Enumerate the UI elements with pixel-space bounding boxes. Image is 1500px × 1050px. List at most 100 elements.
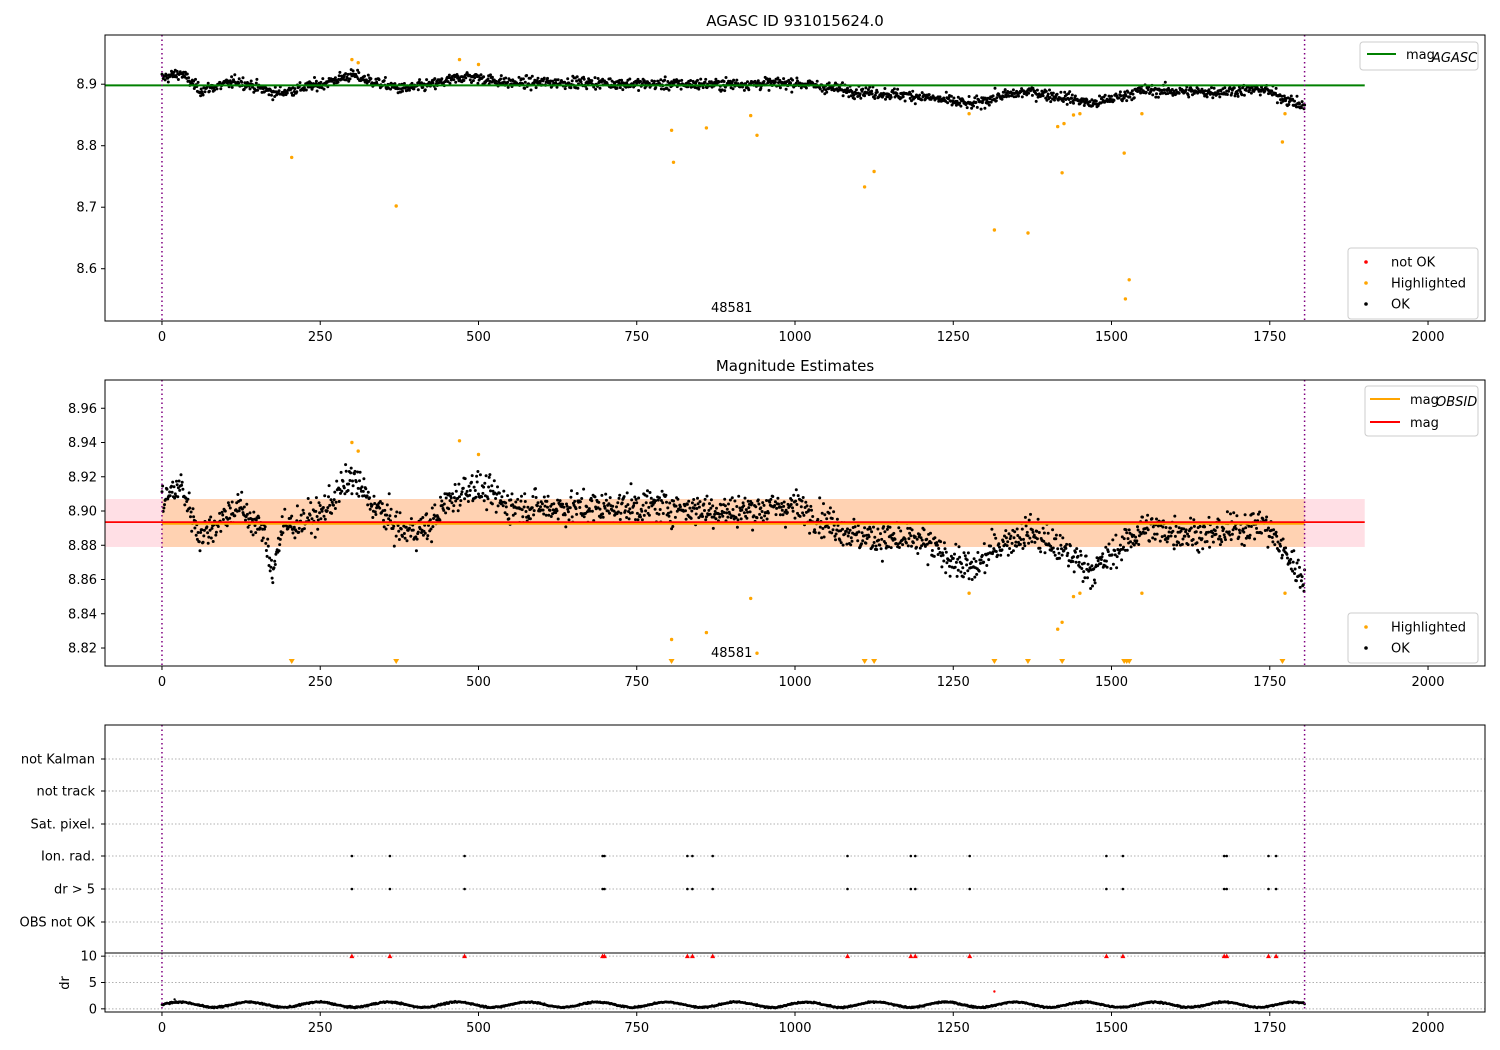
ok-point	[230, 500, 234, 504]
ok-point	[354, 480, 358, 484]
ok-point	[635, 501, 639, 505]
ok-point	[270, 576, 274, 580]
ok-point	[661, 501, 665, 505]
ok-point	[626, 503, 630, 507]
ok-point	[233, 514, 237, 518]
legend-marker	[1364, 281, 1368, 285]
ok-point	[1219, 89, 1223, 93]
ok-point	[1277, 549, 1281, 553]
ok-point	[264, 541, 268, 545]
ok-point	[619, 511, 623, 515]
highlighted-point	[1026, 231, 1030, 235]
ok-point	[1002, 95, 1006, 99]
ok-point	[228, 516, 232, 520]
flag-point	[1121, 854, 1125, 858]
ok-point	[633, 495, 637, 499]
ok-point	[852, 517, 856, 521]
ok-point	[899, 529, 903, 533]
highlighted-point	[862, 185, 867, 189]
ok-point	[922, 528, 926, 532]
ok-point	[293, 536, 297, 540]
ok-point	[201, 540, 205, 544]
ok-point	[356, 470, 360, 474]
ok-point	[1100, 555, 1104, 559]
ok-point	[918, 533, 922, 537]
ok-point	[746, 499, 750, 503]
ok-point	[690, 501, 694, 505]
ok-point	[704, 518, 708, 522]
ok-point	[644, 509, 648, 513]
ok-point	[271, 98, 275, 102]
ok-point	[1161, 525, 1165, 529]
ok-point	[447, 507, 451, 511]
highlighted-point	[872, 169, 876, 174]
ok-point	[1237, 528, 1241, 532]
ok-point	[762, 503, 766, 507]
ok-point	[709, 498, 713, 502]
ok-point	[1070, 93, 1074, 97]
ok-point	[1295, 94, 1299, 98]
ok-point	[452, 504, 456, 508]
ok-point	[1217, 92, 1221, 96]
ok-point	[1063, 90, 1067, 94]
ok-point	[611, 504, 615, 508]
legend-label: Highlighted	[1391, 621, 1466, 636]
ok-point	[773, 80, 777, 84]
ok-point	[223, 509, 227, 513]
ok-point	[351, 484, 355, 488]
ok-point	[1163, 80, 1167, 84]
ok-point	[1151, 525, 1155, 529]
ok-point	[419, 517, 423, 521]
ok-point	[816, 517, 820, 521]
ok-point	[564, 525, 568, 529]
ok-point	[435, 518, 439, 522]
ok-point	[875, 90, 879, 94]
ok-point	[776, 496, 780, 500]
ok-point	[542, 76, 546, 80]
ok-point	[490, 502, 494, 506]
ok-point	[1153, 537, 1157, 541]
ok-point	[1084, 554, 1088, 558]
ok-point	[991, 94, 995, 98]
ok-point	[1060, 547, 1063, 551]
ok-point	[689, 79, 693, 82]
ok-point	[523, 86, 527, 90]
ok-point	[431, 81, 435, 85]
ok-point	[972, 557, 976, 561]
ok-point	[579, 80, 583, 84]
ok-point	[525, 74, 529, 77]
ok-point	[915, 545, 918, 549]
ok-point	[701, 86, 705, 90]
ok-point	[210, 526, 214, 530]
ok-point	[860, 531, 864, 535]
ok-point	[678, 505, 682, 509]
ok-point	[744, 508, 748, 512]
ok-point	[1293, 99, 1296, 103]
ok-point	[1034, 99, 1038, 103]
ok-point	[302, 527, 306, 531]
ok-point	[207, 89, 211, 93]
ok-point	[263, 527, 266, 531]
ok-point	[642, 79, 646, 83]
ok-point	[389, 507, 393, 511]
highlighted-point	[1056, 627, 1060, 631]
ok-point	[809, 504, 813, 508]
ok-point	[188, 506, 192, 510]
ok-point	[771, 495, 775, 498]
ok-point	[731, 508, 735, 511]
ok-point	[620, 501, 624, 505]
ok-point	[1223, 535, 1227, 539]
ok-point	[1258, 93, 1262, 97]
ok-point	[616, 501, 620, 505]
flag-point	[601, 887, 604, 891]
ok-point	[759, 516, 763, 520]
ok-point	[831, 528, 835, 532]
ok-point	[893, 537, 897, 541]
ok-point	[943, 547, 947, 551]
ok-point	[827, 81, 831, 85]
ok-point	[358, 470, 362, 474]
ok-point	[370, 503, 374, 507]
ok-point	[942, 541, 946, 545]
ok-point	[956, 557, 960, 561]
ok-point	[209, 536, 213, 540]
